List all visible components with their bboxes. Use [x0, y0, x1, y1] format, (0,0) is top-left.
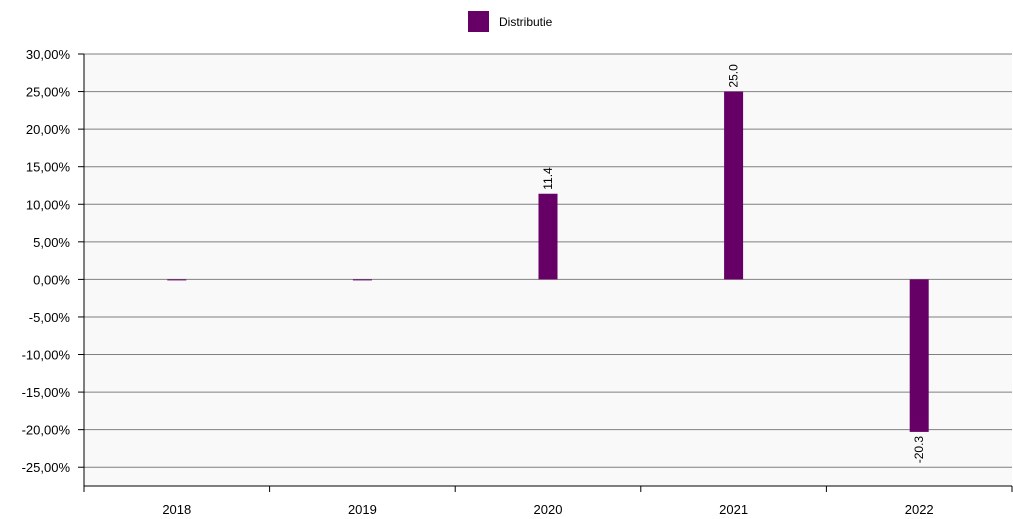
y-tick-label: -15,00%	[22, 385, 71, 400]
x-tick-label-2020: 2020	[534, 502, 563, 517]
y-tick-label: 20,00%	[26, 122, 71, 137]
legend: Distributie	[468, 11, 553, 32]
x-axis-tick-labels: 2018 2019 2020 2021 2022	[83, 486, 1013, 517]
bars	[167, 91, 929, 432]
legend-label: Distributie	[499, 15, 553, 29]
y-tick-label: 25,00%	[26, 85, 71, 100]
y-tick-label: 0,00%	[33, 272, 70, 287]
x-tick-label-2018: 2018	[162, 502, 191, 517]
y-tick-label: 10,00%	[26, 197, 71, 212]
x-tick-label-2019: 2019	[348, 502, 377, 517]
data-label-2021: 25.0	[727, 64, 741, 88]
y-tick-label: 30,00%	[26, 47, 71, 62]
y-tick-label: 5,00%	[33, 235, 70, 250]
y-tick-label: -5,00%	[29, 310, 71, 325]
legend-swatch	[468, 11, 489, 32]
data-label-2022: -20.3	[912, 436, 926, 464]
y-tick-label: 15,00%	[26, 160, 71, 175]
x-tick-label-2021: 2021	[719, 502, 748, 517]
x-tick-label-2022: 2022	[905, 502, 934, 517]
y-tick-label: -25,00%	[22, 460, 71, 475]
data-labels: 11.4 25.0 -20.3	[541, 64, 926, 463]
bar-2022	[909, 279, 929, 432]
axes	[83, 54, 1012, 487]
y-tick-label: -10,00%	[22, 348, 71, 363]
data-label-2020: 11.4	[541, 167, 555, 190]
y-tick-label: -20,00%	[22, 423, 71, 438]
bar-2020	[538, 193, 558, 280]
bar-2021	[724, 91, 744, 280]
bar-2018	[167, 279, 187, 281]
y-axis-tick-labels: 30,00% 25,00% 20,00% 15,00% 10,00% 5,00% 0,00%…	[22, 47, 71, 475]
bar-2019	[352, 279, 372, 281]
